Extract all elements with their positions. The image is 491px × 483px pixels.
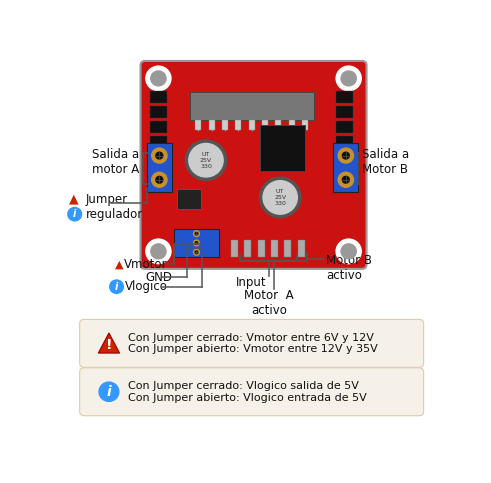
Circle shape [193, 231, 199, 237]
Circle shape [156, 176, 163, 183]
Circle shape [156, 152, 163, 159]
Circle shape [195, 251, 198, 254]
FancyBboxPatch shape [150, 91, 167, 103]
FancyBboxPatch shape [231, 240, 238, 257]
FancyBboxPatch shape [336, 91, 353, 103]
FancyBboxPatch shape [271, 240, 278, 257]
FancyBboxPatch shape [174, 229, 219, 257]
FancyBboxPatch shape [284, 240, 291, 257]
Circle shape [99, 382, 119, 401]
Circle shape [342, 176, 349, 183]
Text: Salida a
Motor B: Salida a Motor B [362, 148, 409, 176]
Circle shape [151, 71, 166, 86]
FancyBboxPatch shape [190, 92, 314, 120]
FancyBboxPatch shape [150, 121, 167, 133]
FancyBboxPatch shape [289, 120, 295, 130]
Text: ▲: ▲ [115, 259, 123, 270]
Circle shape [109, 280, 123, 293]
Text: GND: GND [145, 271, 172, 284]
Circle shape [146, 66, 171, 91]
Circle shape [342, 152, 349, 159]
Text: 25V: 25V [200, 158, 212, 163]
Polygon shape [98, 333, 120, 353]
FancyBboxPatch shape [222, 120, 228, 130]
Circle shape [263, 181, 298, 214]
Circle shape [193, 240, 199, 246]
Text: Vlogico: Vlogico [125, 280, 168, 293]
Circle shape [185, 140, 227, 181]
Circle shape [259, 177, 301, 218]
Text: i: i [73, 209, 77, 219]
Circle shape [338, 172, 354, 187]
FancyBboxPatch shape [248, 120, 255, 130]
FancyBboxPatch shape [298, 240, 304, 257]
Text: Con Jumper cerrado: Vlogico salida de 5V
Con Jumper abierto: Vlogico entrada de : Con Jumper cerrado: Vlogico salida de 5V… [128, 381, 367, 402]
FancyBboxPatch shape [262, 120, 268, 130]
Text: !: ! [106, 338, 112, 352]
FancyBboxPatch shape [336, 151, 353, 162]
FancyBboxPatch shape [209, 120, 215, 130]
Circle shape [151, 244, 166, 259]
FancyBboxPatch shape [333, 143, 358, 192]
Text: 25V: 25V [274, 195, 286, 200]
FancyBboxPatch shape [150, 136, 167, 148]
FancyBboxPatch shape [80, 368, 424, 416]
FancyBboxPatch shape [302, 120, 308, 130]
Circle shape [338, 148, 354, 163]
FancyBboxPatch shape [336, 106, 353, 118]
Text: Salida a
motor A: Salida a motor A [92, 148, 139, 176]
Text: Input: Input [236, 275, 267, 288]
Text: UT: UT [202, 152, 210, 156]
Circle shape [68, 208, 82, 221]
Circle shape [193, 249, 199, 255]
Text: i: i [107, 385, 111, 399]
Circle shape [336, 66, 361, 91]
FancyBboxPatch shape [80, 319, 424, 368]
Circle shape [195, 232, 198, 235]
Circle shape [189, 143, 223, 177]
Text: Motor B
activo: Motor B activo [326, 254, 372, 282]
FancyBboxPatch shape [177, 189, 201, 209]
Text: 330: 330 [200, 164, 212, 169]
FancyBboxPatch shape [150, 106, 167, 118]
Circle shape [152, 148, 167, 163]
Circle shape [341, 244, 356, 259]
Circle shape [146, 239, 171, 264]
FancyBboxPatch shape [235, 120, 242, 130]
Text: UT: UT [276, 189, 284, 194]
Text: Vmotor: Vmotor [124, 258, 167, 271]
FancyBboxPatch shape [258, 240, 265, 257]
Circle shape [341, 71, 356, 86]
FancyBboxPatch shape [195, 120, 201, 130]
Circle shape [152, 172, 167, 187]
FancyBboxPatch shape [147, 143, 172, 192]
FancyBboxPatch shape [336, 121, 353, 133]
FancyBboxPatch shape [140, 61, 367, 269]
Circle shape [336, 239, 361, 264]
FancyBboxPatch shape [260, 125, 304, 171]
Text: i: i [115, 282, 118, 292]
Text: Jumper
regulador: Jumper regulador [86, 193, 143, 221]
FancyBboxPatch shape [245, 240, 251, 257]
Text: 330: 330 [274, 201, 286, 206]
Text: Motor  A
activo: Motor A activo [244, 288, 294, 316]
Circle shape [195, 242, 198, 244]
FancyBboxPatch shape [336, 136, 353, 148]
Text: Con Jumper cerrado: Vmotor entre 6V y 12V
Con Jumper abierto: Vmotor entre 12V y: Con Jumper cerrado: Vmotor entre 6V y 12… [128, 333, 378, 354]
Text: ▲: ▲ [69, 193, 79, 206]
FancyBboxPatch shape [150, 151, 167, 162]
FancyBboxPatch shape [275, 120, 281, 130]
